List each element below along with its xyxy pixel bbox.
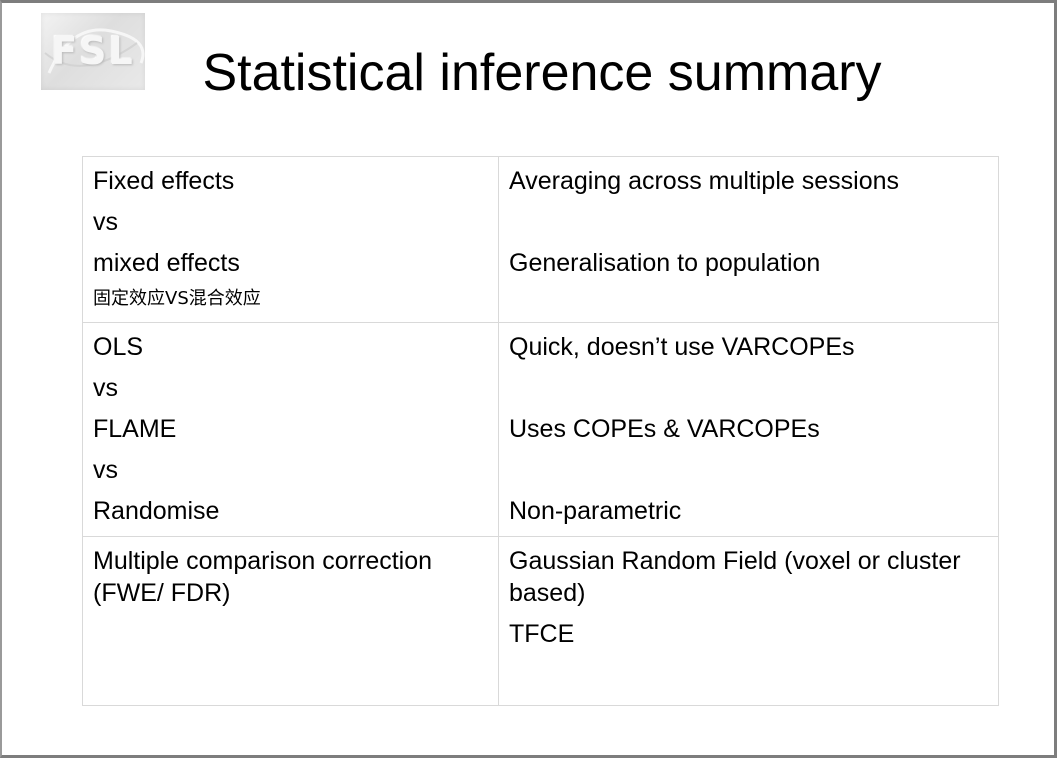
- table-row: OLS vs FLAME vs Randomise Quick, doesn’t…: [82, 322, 999, 537]
- table-cell-right: Averaging across multiple sessions Gener…: [498, 156, 999, 323]
- cell-line: mixed effects: [93, 249, 240, 277]
- logo-swirl-icon: [44, 28, 145, 74]
- cell-line-blank: [509, 206, 988, 238]
- cell-line: FLAME: [93, 415, 177, 443]
- cell-line: Gaussian Random Field (voxel or cluster …: [509, 547, 961, 607]
- cell-line: Averaging across multiple sessions: [509, 167, 900, 195]
- table-cell-left: Multiple comparison correction (FWE/ FDR…: [82, 536, 499, 706]
- fsl-logo: FSL: [41, 13, 145, 90]
- cell-line: TFCE: [509, 620, 575, 648]
- cell-line: vs: [93, 208, 118, 236]
- table-row: Fixed effects vs mixed effects 固定效应VS混合效…: [82, 156, 999, 323]
- slide-title: Statistical inference summary: [202, 44, 882, 102]
- table-row: Multiple comparison correction (FWE/ FDR…: [82, 536, 999, 706]
- cell-line-blank: [509, 454, 988, 486]
- cell-line: Randomise: [93, 497, 220, 525]
- table-cell-left: Fixed effects vs mixed effects 固定效应VS混合效…: [82, 156, 499, 323]
- cell-line: Multiple comparison correction (FWE/ FDR…: [93, 547, 433, 607]
- cell-line: Fixed effects: [93, 167, 235, 195]
- cell-line: OLS: [93, 333, 144, 361]
- summary-table: Fixed effects vs mixed effects 固定效应VS混合效…: [82, 156, 999, 706]
- table-cell-left: OLS vs FLAME vs Randomise: [82, 322, 499, 537]
- chinese-annotation: 固定效应VS混合效应: [93, 288, 261, 309]
- cell-line-blank: [509, 372, 988, 404]
- cell-line: Non-parametric: [509, 497, 682, 525]
- cell-line: vs: [93, 374, 118, 402]
- cell-line: Uses COPEs & VARCOPEs: [509, 415, 820, 443]
- logo-text: FSL: [51, 29, 135, 73]
- cell-line: Quick, doesn’t use VARCOPEs: [509, 333, 855, 361]
- cell-line: Generalisation to population: [509, 249, 821, 277]
- cell-line: vs: [93, 456, 118, 484]
- table-cell-right: Gaussian Random Field (voxel or cluster …: [498, 536, 999, 706]
- table-cell-right: Quick, doesn’t use VARCOPEs Uses COPEs &…: [498, 322, 999, 537]
